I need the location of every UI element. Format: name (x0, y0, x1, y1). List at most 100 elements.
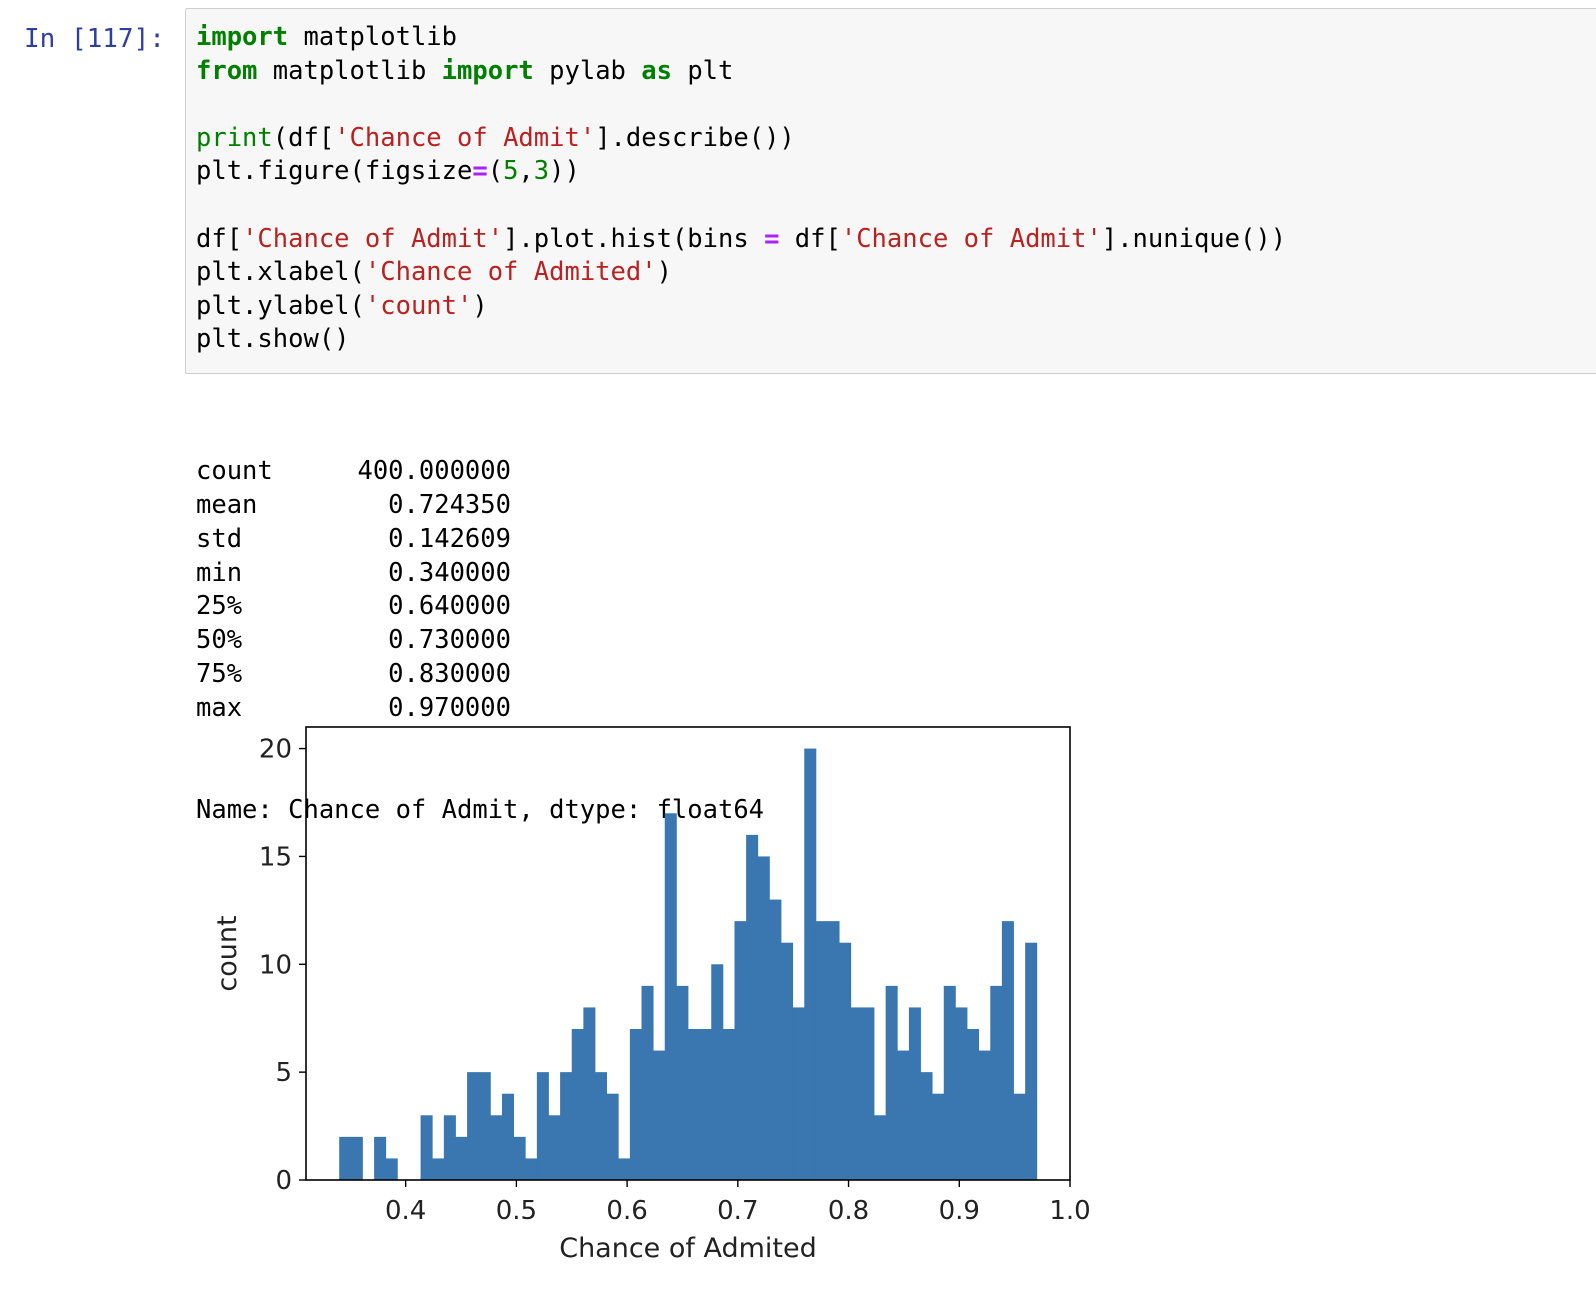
code-cell-input[interactable] (185, 8, 1596, 374)
histogram-bar (978, 1050, 991, 1180)
code-editor[interactable]: import matplotlib from matplotlib import … (196, 21, 1286, 357)
code-token: = (472, 156, 488, 187)
code-line: plt.ylabel('count') (196, 290, 1286, 324)
code-token: )) (549, 156, 580, 187)
histogram-bar (757, 856, 770, 1180)
histogram-bar (792, 1007, 805, 1180)
histogram-bar (967, 1029, 980, 1180)
describe-row: max 0.970000 (196, 692, 764, 726)
describe-row: std 0.142609 (196, 523, 764, 557)
histogram-bar (1001, 921, 1014, 1180)
histogram-bar (467, 1072, 480, 1180)
describe-stat-value: 0.340000 (388, 557, 511, 588)
describe-stat-label: count (196, 455, 273, 486)
histogram-bar (618, 1158, 631, 1180)
code-token: 5 (503, 156, 519, 187)
histogram-bar (943, 985, 956, 1180)
describe-row: min 0.340000 (196, 557, 764, 591)
describe-row: mean 0.724350 (196, 489, 764, 523)
histogram-bar (501, 1093, 515, 1180)
code-token: import (196, 22, 289, 52)
histogram-bar (839, 942, 852, 1180)
histogram-bar (955, 1007, 968, 1180)
x-tick-label: 1.0 (1049, 1196, 1090, 1226)
describe-stat-value: 0.970000 (388, 693, 511, 724)
code-token: ( (487, 156, 504, 187)
code-line: print(df['Chance of Admit'].describe()) (196, 122, 1286, 156)
histogram-bar (815, 921, 828, 1180)
histogram-bar (629, 1029, 642, 1180)
histogram-bar (606, 1093, 619, 1180)
histogram-bar (1013, 1093, 1026, 1180)
code-token: 'Chance of Admit' (840, 223, 1102, 254)
code-token: ].describe()) (595, 122, 795, 153)
histogram-bar (432, 1158, 445, 1180)
code-token: 'Chance of Admit' (334, 122, 596, 153)
code-token: 'Chance of Admit' (242, 223, 504, 254)
histogram-bar (746, 834, 759, 1180)
histogram-bar (897, 1050, 910, 1180)
histogram-bar (548, 1115, 561, 1180)
code-token: pylab (533, 55, 642, 86)
histogram-bar (664, 813, 677, 1180)
code-token: df[ (196, 223, 243, 254)
code-token: plt.xlabel( (196, 257, 365, 288)
code-token: print (196, 122, 273, 153)
histogram-bar (478, 1072, 491, 1180)
y-axis-label: count (212, 915, 243, 991)
histogram-bar (490, 1115, 503, 1180)
code-token: (df[ (272, 122, 335, 153)
x-axis-label: Chance of Admited (559, 1233, 817, 1264)
code-token: from (196, 55, 258, 86)
code-token: ].plot.hist(bins (503, 223, 765, 254)
code-token: import (441, 55, 534, 86)
describe-stat-value: 0.724350 (388, 489, 511, 520)
histogram-bar (420, 1115, 433, 1180)
code-token: matplotlib (257, 55, 442, 86)
code-line (196, 189, 1286, 223)
histogram-bar (641, 985, 654, 1180)
code-token: ) (656, 257, 672, 288)
code-line: plt.figure(figsize=(5,3)) (196, 155, 1286, 189)
histogram-bar (688, 1029, 701, 1180)
describe-row: 75% 0.830000 (196, 658, 764, 692)
x-tick-label: 0.5 (496, 1196, 537, 1226)
describe-stat-label: 75% (196, 659, 243, 690)
histogram-bar (932, 1093, 945, 1180)
code-token: matplotlib (288, 22, 458, 52)
histogram-bar (920, 1072, 933, 1180)
code-token: plt.show() (196, 324, 350, 355)
code-line: df['Chance of Admit'].plot.hist(bins = d… (196, 223, 1286, 257)
histogram-bar (571, 1029, 584, 1180)
describe-stat-label: 50% (196, 625, 243, 656)
histogram-bar (990, 985, 1003, 1180)
histogram-bar (676, 985, 689, 1180)
histogram-chart: 0.4 0.5 0.6 0.7 0.8 0.9 1.0 0 5 10 15 20 Chance of A… (212, 726, 1091, 1264)
histogram-bar (339, 1136, 352, 1180)
describe-row: count 400.000000 (196, 455, 764, 489)
histogram-bar (711, 964, 724, 1180)
describe-stat-label: max (196, 693, 243, 724)
code-token: plt.ylabel( (196, 290, 365, 321)
code-token: plt (671, 55, 734, 86)
histogram-bar (443, 1115, 456, 1180)
code-line: plt.show() (196, 323, 1286, 357)
x-tick-label: 0.8 (828, 1196, 869, 1226)
histogram-bar (653, 1050, 666, 1180)
y-tick-label: 0 (275, 1166, 292, 1196)
describe-stat-label: min (196, 557, 243, 588)
histogram-bar (769, 899, 782, 1180)
histogram-bar (734, 921, 747, 1180)
describe-stat-label: 25% (196, 591, 243, 622)
histogram-bar (850, 1007, 863, 1180)
describe-table: count 400.000000 mean 0.724350 std 0.142609 mi… (196, 455, 764, 726)
histogram-bar (583, 1007, 596, 1180)
cell-output: count 400.000000 mean 0.724350 std 0.142609 mi… (196, 387, 764, 862)
code-line: from matplotlib import pylab as plt (196, 55, 1286, 89)
x-tick-label: 0.6 (606, 1196, 647, 1226)
histogram-bar (513, 1136, 526, 1180)
describe-row: 25% 0.640000 (196, 590, 764, 624)
describe-stat-label: mean (196, 489, 258, 520)
describe-row: 50% 0.730000 (196, 624, 764, 658)
histogram-bar (827, 921, 840, 1180)
